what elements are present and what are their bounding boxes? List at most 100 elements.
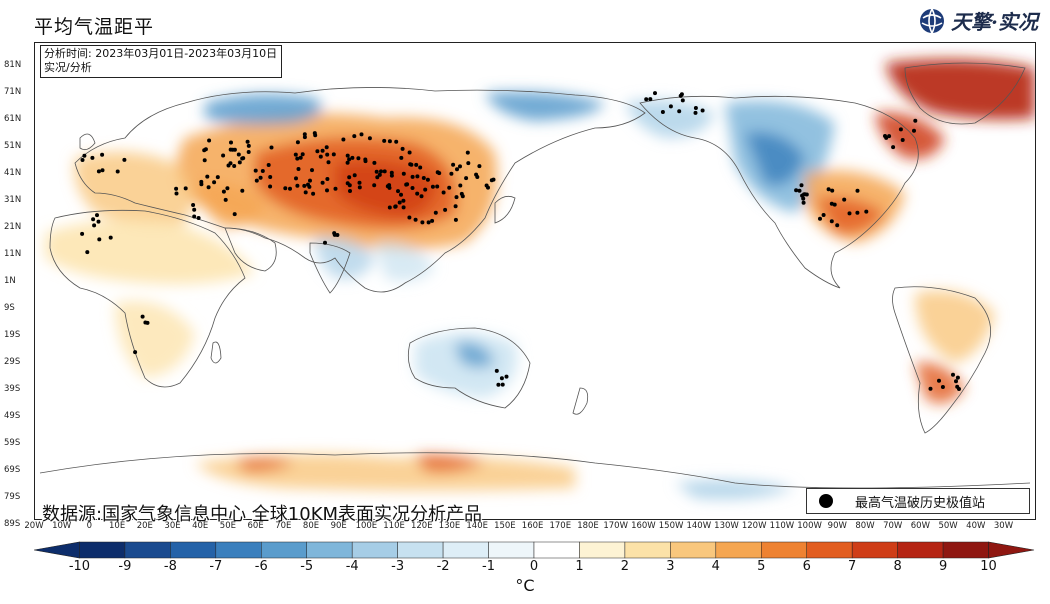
record-station-dot (92, 223, 97, 228)
record-station-dot (320, 180, 325, 185)
record-station-dot (421, 176, 426, 180)
lon-label: 70E (275, 521, 292, 531)
record-station-dot (207, 138, 212, 143)
record-station-dot (202, 158, 207, 163)
record-station-dot (363, 159, 368, 164)
colorbar-tick-label: -5 (300, 559, 314, 574)
record-station-dot (425, 177, 430, 182)
record-station-dot (678, 93, 683, 98)
record-station-dot (413, 217, 418, 222)
colorbar-swatch (715, 541, 762, 559)
station-legend-label: 最高气温破历史极值站 (855, 495, 986, 511)
record-station-dot (174, 191, 179, 196)
analysis-period: 分析时间: 2023年03月01日-2023年03月10日 (44, 47, 278, 60)
record-station-dot (940, 385, 945, 389)
colorbar-swatch (942, 541, 989, 559)
colorbar-swatch (261, 541, 307, 559)
record-station-dot (700, 108, 705, 113)
record-station-dot (97, 237, 102, 242)
record-station-dot (367, 136, 372, 141)
record-station-dot (855, 188, 860, 193)
record-station-dot (653, 91, 657, 96)
colorbar-unit: °C (515, 576, 535, 595)
record-station-dot (430, 218, 435, 223)
record-station-dot (504, 374, 509, 379)
globe-logo-icon (920, 8, 945, 33)
record-station-dot (268, 184, 273, 189)
colorbar-swatch (79, 541, 126, 559)
lat-label: 41N (4, 168, 22, 178)
lon-label: 60W (910, 521, 931, 531)
record-station-dot (680, 98, 685, 103)
colorbar-swatch (215, 541, 262, 559)
lon-label: 90E (330, 521, 347, 531)
record-station-dot (225, 186, 230, 191)
colorbar-ticks: -10 -9 -8 -7 -6 -5 -4 -3 -2 -1 0 1 2 3 4 5 6 7 8 9 10 (34, 558, 1034, 576)
record-station-dot (486, 185, 490, 190)
record-station-dot (399, 155, 404, 160)
record-station-dot (453, 204, 458, 209)
lon-label: 30W (993, 521, 1014, 531)
lon-label: 130W (714, 521, 739, 531)
record-station-dot (389, 170, 394, 175)
record-station-dot (310, 168, 314, 173)
record-station-dot (246, 143, 251, 148)
colorbar-tick-label: 4 (711, 559, 720, 574)
record-station-dot (420, 220, 425, 225)
record-station-dot (454, 195, 459, 200)
record-station-dot (306, 182, 310, 187)
record-station-dot (348, 189, 352, 193)
brand-name: 天擎·实况 (951, 10, 1038, 34)
record-station-dot (396, 189, 400, 194)
record-station-dot (499, 376, 504, 381)
lon-label: 140W (686, 521, 712, 531)
lon-label: 150E (494, 521, 516, 531)
lon-label: 30E (164, 521, 181, 531)
colorbar-tick-label: 0 (529, 559, 539, 574)
record-station-dot (325, 152, 330, 157)
record-station-dot (409, 162, 414, 167)
record-station-dot (298, 155, 303, 160)
record-station-dot (226, 163, 231, 168)
lon-label: 110W (769, 521, 795, 531)
colorbar-tick-label: 6 (802, 559, 811, 574)
record-station-dot (325, 188, 329, 193)
record-station-dot (842, 197, 847, 202)
record-station-dot (387, 139, 392, 144)
page-title: 平均气温距平 (34, 16, 155, 38)
colorbar-tick-label: -8 (163, 559, 177, 574)
record-station-dot (374, 169, 379, 174)
record-station-dot (855, 210, 860, 215)
record-station-dot (320, 148, 325, 153)
colorbar-min-arrow (34, 541, 80, 559)
record-station-dot (80, 158, 85, 162)
record-station-dot (232, 164, 237, 168)
colorbar-swatch (306, 541, 353, 559)
lon-label: 20E (136, 521, 153, 531)
anomaly-map (39, 59, 1035, 500)
lon-label: 80W (855, 521, 875, 531)
record-station-dot (100, 168, 105, 173)
record-station-dot (294, 176, 298, 181)
colorbar-tick-label: 7 (848, 559, 857, 574)
record-station-dot (302, 183, 307, 188)
record-station-dot (937, 378, 941, 383)
record-station-dot (668, 104, 673, 109)
lon-label: 0 (86, 521, 93, 531)
record-station-dot (829, 219, 834, 224)
lat-label: 71N (4, 87, 22, 97)
record-station-dot (85, 250, 90, 255)
lat-label: 1N (4, 276, 16, 286)
record-station-dot (449, 171, 454, 176)
colorbar-max-arrow (988, 541, 1035, 559)
colorbar-swatch (488, 541, 535, 559)
colorbar-swatch (624, 541, 671, 559)
record-station-dot (96, 169, 101, 174)
record-station-dot (192, 207, 197, 212)
record-station-dot (804, 192, 809, 197)
lat-label: 31N (4, 195, 22, 205)
coastline-outlines (39, 62, 1031, 489)
record-station-dot (335, 233, 340, 237)
record-station-dot (801, 196, 806, 201)
colorbar-swatch (170, 541, 217, 559)
